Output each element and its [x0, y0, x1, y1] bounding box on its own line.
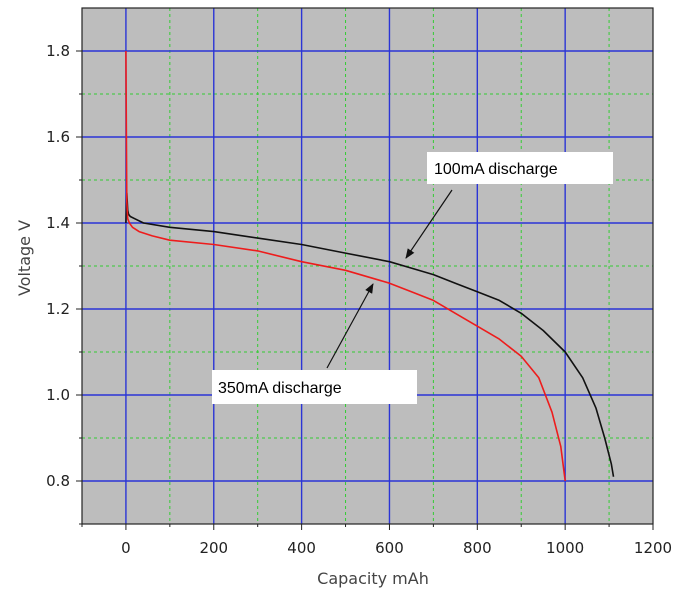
- y-tick-label: 1.4: [46, 214, 70, 232]
- y-tick-labels: 0.8 1.0 1.2 1.4 1.6 1.8: [46, 42, 70, 490]
- series-line-100mA: [125, 192, 615, 477]
- x-axis-label: Capacity mAh: [317, 569, 429, 588]
- x-tick-label: 800: [463, 539, 492, 557]
- minor-grid: [82, 8, 653, 524]
- annotation-350ma-arrow: [326, 283, 374, 369]
- annotation-100ma-label: 100mA discharge: [434, 161, 558, 178]
- x-tick-label: 1200: [634, 539, 672, 557]
- x-tick-label: 400: [287, 539, 316, 557]
- x-tick-label: 0: [121, 539, 131, 557]
- y-tick-label: 0.8: [46, 472, 70, 490]
- series-line-350mA: [125, 50, 566, 482]
- y-tick-label: 1.2: [46, 300, 70, 318]
- annotation-350ma-label: 350mA discharge: [218, 380, 342, 397]
- y-tick-label: 1.0: [46, 386, 70, 404]
- x-tick-label: 1000: [546, 539, 584, 557]
- annotation-100ma-box: [427, 152, 613, 184]
- x-tick-label: 200: [199, 539, 228, 557]
- y-axis-label: Voltage V: [15, 220, 34, 296]
- y-tick-label: 1.6: [46, 128, 70, 146]
- major-grid: [82, 8, 653, 524]
- x-tick-labels: 0 200 400 600 800 1000 1200: [121, 539, 672, 557]
- x-tick-label: 600: [375, 539, 404, 557]
- annotation-100ma-arrow: [405, 189, 453, 259]
- axis-ticks: [76, 50, 654, 530]
- annotation-350ma-box: [212, 370, 417, 404]
- y-tick-label: 1.8: [46, 42, 70, 60]
- series-layer: [125, 50, 615, 482]
